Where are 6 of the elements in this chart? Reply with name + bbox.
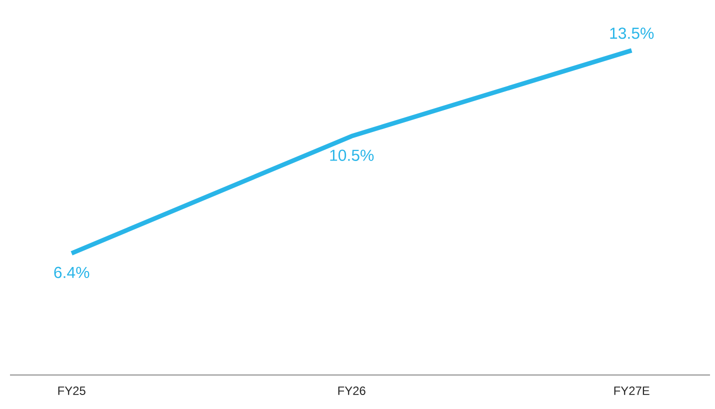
x-tick-label: FY27E (614, 386, 650, 395)
data-label: 10.5% (330, 150, 374, 161)
x-tick-label: FY25 (58, 386, 86, 395)
data-label: 13.5% (610, 28, 654, 39)
data-label: 6.4% (54, 266, 90, 278)
x-tick-label: FY26 (338, 386, 366, 395)
